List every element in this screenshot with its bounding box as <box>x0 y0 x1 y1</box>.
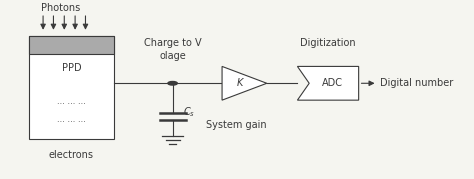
Text: PPD: PPD <box>62 63 81 73</box>
Text: K: K <box>237 78 243 88</box>
Polygon shape <box>297 66 359 100</box>
Text: olage: olage <box>159 51 186 61</box>
Polygon shape <box>222 66 267 100</box>
Bar <box>29 36 114 54</box>
Text: $C_s$: $C_s$ <box>183 106 196 120</box>
Text: Photons: Photons <box>41 3 80 13</box>
Text: Charge to V: Charge to V <box>144 38 201 48</box>
Text: ... ... ...: ... ... ... <box>57 115 86 124</box>
Text: Digital number: Digital number <box>380 78 453 88</box>
Text: ADC: ADC <box>322 78 343 88</box>
Text: System gain: System gain <box>206 120 266 130</box>
Text: Digitization: Digitization <box>300 38 356 48</box>
Circle shape <box>168 81 177 85</box>
Bar <box>29 36 114 139</box>
Text: ... ... ...: ... ... ... <box>57 97 86 107</box>
Text: electrons: electrons <box>49 150 94 160</box>
